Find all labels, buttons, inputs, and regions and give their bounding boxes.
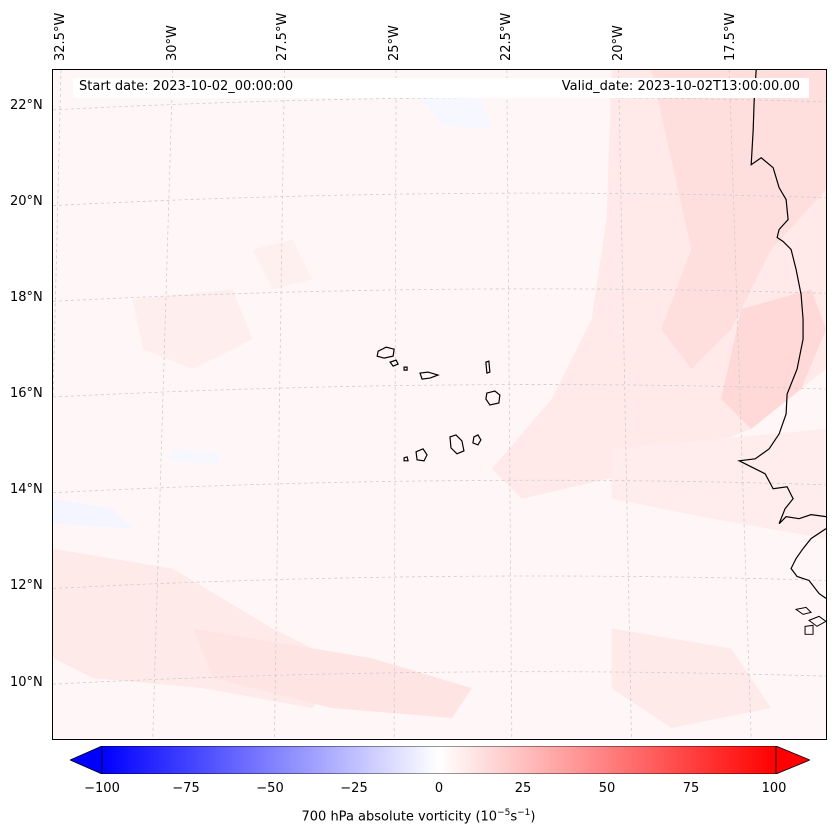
lon-label-20w: 20°W xyxy=(611,25,626,61)
lat-label-12n: 12°N xyxy=(10,578,43,593)
africa-coastline xyxy=(737,70,826,525)
lat-label-14n: 14°N xyxy=(10,482,43,497)
gridlines xyxy=(53,70,826,739)
colorbar-tick--25: −25 xyxy=(340,781,368,796)
colorbar-tick--50: −50 xyxy=(256,781,284,796)
lat-label-20n: 20°N xyxy=(10,194,43,209)
colorbar-max-arrow xyxy=(775,746,810,774)
colorbar-min-arrow xyxy=(70,746,103,774)
vorticity-shading xyxy=(53,70,826,729)
lon-label-27-5w: 27.5°W xyxy=(275,12,290,61)
start-date-label: Start date: 2023-10-02_00:00:00 xyxy=(79,79,294,94)
colorbar-tick-50: 50 xyxy=(598,781,616,796)
lon-label-25w: 25°W xyxy=(387,25,402,61)
lon-label-32-5w: 32.5°W xyxy=(53,12,68,61)
colorbar xyxy=(70,746,810,774)
lat-label-22n: 22°N xyxy=(10,98,43,113)
lon-label-22-5w: 22.5°W xyxy=(499,12,514,61)
lon-label-17-5w: 17.5°W xyxy=(723,12,738,61)
bissagos-islands xyxy=(794,606,826,635)
colorbar-tick-0: 0 xyxy=(434,781,444,796)
lat-label-18n: 18°N xyxy=(10,290,43,305)
colorbar-label: 700 hPa absolute vorticity (10−5s−1) xyxy=(301,808,536,825)
lon-label-30w: 30°W xyxy=(165,25,180,61)
africa-coast-south xyxy=(790,528,826,599)
colorbar-tick--75: −75 xyxy=(172,781,200,796)
colorbar-tick--100: −100 xyxy=(84,781,120,796)
colorbar-tick-75: 75 xyxy=(682,781,700,796)
cape-verde-islands xyxy=(376,346,501,462)
colorbar-tick-100: 100 xyxy=(761,781,787,796)
header-band xyxy=(73,78,809,98)
colorbar-tick-25: 25 xyxy=(514,781,532,796)
vorticity-map xyxy=(53,70,826,739)
valid-date-label: Valid_date: 2023-10-02T13:00:00.00 xyxy=(561,79,800,94)
map-panel[interactable]: Start date: 2023-10-02_00:00:00 Valid_da… xyxy=(52,69,827,740)
lat-label-16n: 16°N xyxy=(10,386,43,401)
colorbar-gradient xyxy=(101,746,777,774)
lat-label-10n: 10°N xyxy=(10,675,43,690)
